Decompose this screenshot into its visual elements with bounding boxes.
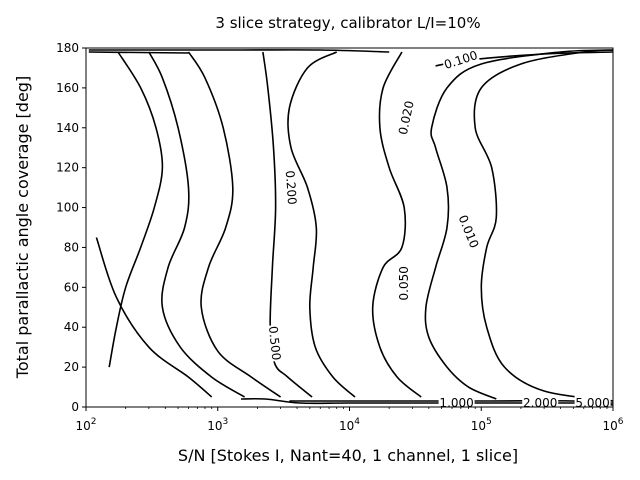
- contour-label-text: 0.200: [283, 170, 299, 205]
- y-axis-label: Total parallactic angle coverage [deg]: [13, 76, 32, 379]
- contour-label-background: [455, 211, 483, 251]
- contour-label-2: 0.200: [282, 169, 301, 207]
- contour-label-6: 1.000: [438, 395, 475, 410]
- contour-label-7: 2.000: [522, 395, 559, 410]
- contour-line-11: [88, 51, 189, 54]
- contour-label-background: [438, 395, 475, 410]
- contour-line-10: [88, 49, 390, 53]
- contour-label-background: [394, 98, 417, 137]
- y-axis-ticks: 0 20 40 60 80 100 120 140 160 180: [56, 41, 86, 414]
- x-axis-label: S/N [Stokes I, Nant=40, 1 channel, 1 sli…: [178, 446, 518, 465]
- chart-title: 3 slice strategy, calibrator L/I=10%: [215, 14, 480, 32]
- x-tick-label-1: 103: [207, 417, 228, 433]
- y-tick-label-2: 40: [64, 320, 79, 334]
- contour-line-5: [287, 51, 356, 398]
- y-tick-label-1: 20: [64, 360, 79, 374]
- contour-label-5: 0.500: [265, 324, 285, 362]
- x-tick-label-2: 104: [339, 417, 360, 433]
- contour-label-background: [396, 265, 412, 302]
- y-tick-label-7: 140: [56, 121, 79, 135]
- contour-line-0: [108, 51, 164, 368]
- contour-line-8: [473, 49, 613, 402]
- contour-label-background: [441, 46, 481, 73]
- contour-label-background: [522, 395, 559, 410]
- contour-label-1: 0.020: [394, 98, 417, 137]
- contour-line-3: [187, 51, 282, 398]
- contour-label-4: 0.050: [396, 265, 412, 302]
- contour-label-background: [574, 395, 611, 410]
- x-axis-ticks: 102 103 104 105 106: [75, 407, 624, 433]
- contour-label-text: 0.500: [266, 325, 284, 361]
- y-tick-label-0: 0: [71, 400, 79, 414]
- y-tick-label-3: 60: [64, 280, 79, 294]
- contour-line-6: [371, 51, 422, 398]
- y-tick-label-4: 80: [64, 240, 79, 254]
- y-tick-label-6: 120: [56, 161, 79, 175]
- y-tick-label-9: 180: [56, 41, 79, 55]
- y-tick-label-5: 100: [56, 201, 79, 215]
- contour-line-4: [262, 51, 313, 398]
- x-tick-label-3: 105: [471, 417, 492, 433]
- y-tick-label-8: 160: [56, 81, 79, 95]
- contour-label-text: 0.020: [396, 100, 417, 137]
- contour-lines: [88, 49, 613, 406]
- x-tick-label-4: 106: [602, 417, 623, 433]
- contour-label-background: [282, 169, 301, 207]
- contour-line-7: [424, 49, 613, 400]
- contour-label-text: 0.050: [397, 266, 411, 300]
- contour-label-background: [265, 324, 285, 362]
- contour-label-text: 2.000: [523, 396, 557, 410]
- contour-line-1: [95, 237, 213, 398]
- x-tick-label-0: 102: [75, 417, 96, 433]
- contour-line-2: [148, 51, 246, 398]
